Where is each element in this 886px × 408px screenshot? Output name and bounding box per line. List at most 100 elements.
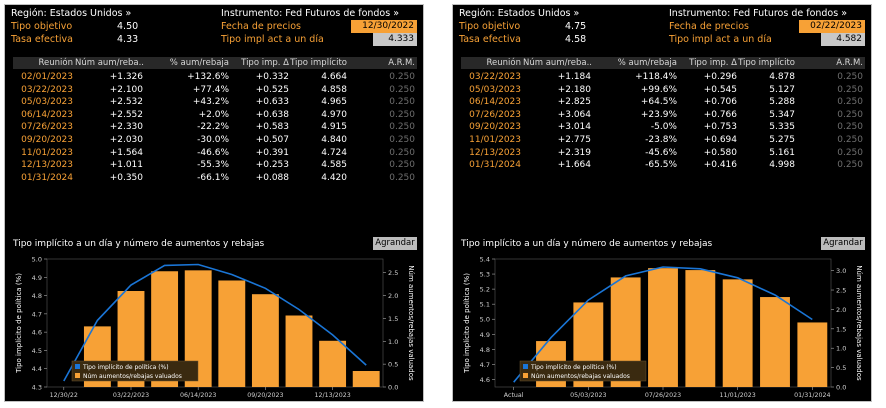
col-header-meeting[interactable]: Reunión — [38, 58, 73, 68]
col-header-num-hikes[interactable]: Núm aum/reba.. — [75, 58, 145, 68]
right-tick-label: 1.5 — [388, 315, 398, 323]
table-row[interactable]: 06/14/2023 +2.552 +2.0% +0.638 4.970 0.250 — [13, 110, 417, 122]
region-label[interactable]: Región: Estados Unidos » — [459, 8, 580, 19]
col-header-meeting[interactable]: Reunión — [486, 58, 521, 68]
right-tick-label: 2.5 — [388, 269, 398, 277]
table-row[interactable]: 09/20/2023 +2.030 -30.0% +0.507 4.840 0.250 — [13, 135, 417, 147]
target-rate-value: 4.50 — [117, 21, 139, 32]
region-label[interactable]: Región: Estados Unidos » — [11, 8, 132, 19]
table-row[interactable]: 03/22/2023 +2.100 +77.4% +0.525 4.858 0.250 — [13, 85, 417, 97]
instrument-label[interactable]: Instrumento: Fed Futuros de fondos » — [221, 8, 400, 19]
legend-label: Tipo implícito de política (%) — [530, 364, 617, 371]
left-tick-label: 4.8 — [32, 292, 42, 300]
table-row[interactable]: 06/14/2023 +2.825 +64.5% +0.706 5.288 0.250 — [461, 97, 865, 109]
table-row[interactable]: 01/31/2024 +1.664 -65.5% +0.416 4.998 0.250 — [461, 160, 865, 172]
cell-meeting-date: 09/20/2023 — [469, 122, 521, 133]
bar — [722, 279, 753, 387]
cell-meeting-date: 01/31/2024 — [469, 160, 521, 171]
right-tick-label: 0.0 — [388, 384, 398, 392]
table-row[interactable]: 09/20/2023 +3.014 -5.0% +0.753 5.335 0.250 — [461, 122, 865, 134]
implied-rate-chart: 4.3 4.4 4.5 4.6 4.7 4.8 4.9 5.0 0.0 0.5 1.0 1.5 2.0 2… — [15, 256, 415, 400]
cell-implied-delta: +0.507 — [255, 135, 289, 145]
cell-implied-delta: +0.706 — [703, 97, 737, 108]
col-header-pct-hikes[interactable]: % aum/rebaja — [169, 58, 229, 68]
right-tick-label: 1.0 — [388, 338, 398, 346]
cell-pct-hikes: +23.9% — [640, 109, 677, 120]
right-tick-label: 2.0 — [388, 292, 398, 300]
cell-arm: 0.250 — [389, 122, 415, 133]
right-tick-label: 2.0 — [836, 306, 846, 314]
legend-label: Tipo implícito de política (%) — [82, 364, 169, 371]
col-header-pct-hikes[interactable]: % aum/rebaja — [617, 58, 677, 68]
table-row[interactable]: 01/31/2024 +0.350 -66.1% +0.088 4.420 0.250 — [13, 173, 417, 185]
left-tick-label: 4.4 — [32, 365, 42, 373]
implied-rate-line — [513, 266, 813, 383]
cell-implied-delta: +0.638 — [255, 109, 289, 120]
table-row[interactable]: 12/13/2023 +2.319 -45.6% +0.580 5.161 0.250 — [461, 148, 865, 160]
price-date-field[interactable]: 12/30/2022 — [351, 20, 417, 33]
right-tick-label: 1.5 — [836, 325, 846, 333]
cell-num-hikes: +2.100 — [109, 84, 143, 95]
x-tick-label: 12/30/22 — [50, 392, 78, 399]
cell-meeting-date: 06/14/2023 — [469, 97, 521, 108]
expand-chart-button[interactable]: Agrandar — [373, 237, 417, 250]
cell-arm: 0.250 — [389, 160, 415, 171]
cell-implied-rate: 5.275 — [769, 135, 795, 145]
expand-chart-button[interactable]: Agrandar — [821, 237, 865, 250]
cell-num-hikes: +3.064 — [557, 109, 591, 120]
cell-pct-hikes: -55.3% — [197, 160, 229, 171]
bar — [251, 294, 279, 387]
x-tick-label: 03/22/2023 — [113, 392, 149, 399]
col-header-implied-rate[interactable]: Tipo implícito — [290, 58, 347, 68]
table-row[interactable]: 05/03/2023 +2.180 +99.6% +0.545 5.127 0.250 — [461, 85, 865, 97]
col-header-arm[interactable]: A.R.M. — [836, 58, 863, 68]
legend-swatch-line — [523, 364, 528, 369]
table-row[interactable]: 11/01/2023 +2.775 -23.8% +0.694 5.275 0.250 — [461, 135, 865, 147]
cell-pct-hikes: +132.6% — [187, 72, 229, 82]
table-row[interactable]: 12/13/2023 +1.011 -55.3% +0.253 4.585 0.250 — [13, 160, 417, 172]
cell-num-hikes: +2.552 — [109, 109, 143, 120]
table-row[interactable]: 03/22/2023 +1.184 +118.4% +0.296 4.878 0.250 — [461, 72, 865, 84]
table-row[interactable]: 05/03/2023 +2.532 +43.2% +0.633 4.965 0.250 — [13, 97, 417, 109]
cell-implied-delta: +0.753 — [703, 122, 737, 133]
cell-arm: 0.250 — [837, 135, 863, 145]
cell-arm: 0.250 — [389, 109, 415, 120]
table-row[interactable]: 07/26/2023 +2.330 -22.2% +0.583 4.915 0.250 — [13, 122, 417, 134]
col-header-num-hikes[interactable]: Núm aum/reba.. — [523, 58, 593, 68]
col-header-implied-delta[interactable]: Tipo imp. Δ — [689, 58, 737, 68]
cell-meeting-date: 03/22/2023 — [469, 72, 521, 82]
cell-implied-rate: 5.161 — [769, 147, 795, 158]
table-row[interactable]: 02/01/2023 +1.326 +132.6% +0.332 4.664 0.250 — [13, 72, 417, 84]
col-header-arm[interactable]: A.R.M. — [388, 58, 415, 68]
legend-swatch-bar — [75, 373, 80, 378]
cell-num-hikes: +1.184 — [557, 72, 591, 82]
cell-arm: 0.250 — [389, 97, 415, 108]
cell-implied-delta: +0.253 — [255, 160, 289, 171]
cell-num-hikes: +2.180 — [557, 84, 591, 95]
cell-implied-delta: +0.525 — [255, 84, 289, 95]
cell-arm: 0.250 — [837, 122, 863, 133]
table-row[interactable]: 11/01/2023 +1.564 -46.6% +0.391 4.724 0.250 — [13, 148, 417, 160]
cell-num-hikes: +3.014 — [557, 122, 591, 133]
cell-meeting-date: 11/01/2023 — [469, 135, 521, 145]
cell-meeting-date: 01/31/2024 — [21, 172, 73, 183]
cell-pct-hikes: +118.4% — [635, 72, 677, 82]
cell-meeting-date: 07/26/2023 — [21, 122, 73, 133]
col-header-implied-rate[interactable]: Tipo implícito — [738, 58, 795, 68]
cell-implied-rate: 4.915 — [321, 122, 347, 133]
col-header-implied-delta[interactable]: Tipo imp. Δ — [241, 58, 289, 68]
table-row[interactable]: 07/26/2023 +3.064 +23.9% +0.766 5.347 0.250 — [461, 110, 865, 122]
left-tick-label: 4.5 — [32, 347, 42, 355]
left-tick-label: 4.7 — [32, 310, 42, 318]
cell-num-hikes: +1.011 — [109, 160, 143, 171]
cell-meeting-date: 12/13/2023 — [21, 160, 73, 171]
cell-implied-delta: +0.766 — [703, 109, 737, 120]
cell-num-hikes: +2.775 — [557, 135, 591, 145]
legend-box — [519, 360, 647, 382]
price-date-field[interactable]: 02/22/2023 — [799, 20, 865, 33]
bar — [760, 297, 790, 387]
instrument-label[interactable]: Instrumento: Fed Futuros de fondos » — [669, 8, 848, 19]
cell-arm: 0.250 — [837, 84, 863, 95]
left-tick-label: 4.9 — [480, 331, 490, 339]
cell-pct-hikes: -23.8% — [645, 135, 677, 145]
